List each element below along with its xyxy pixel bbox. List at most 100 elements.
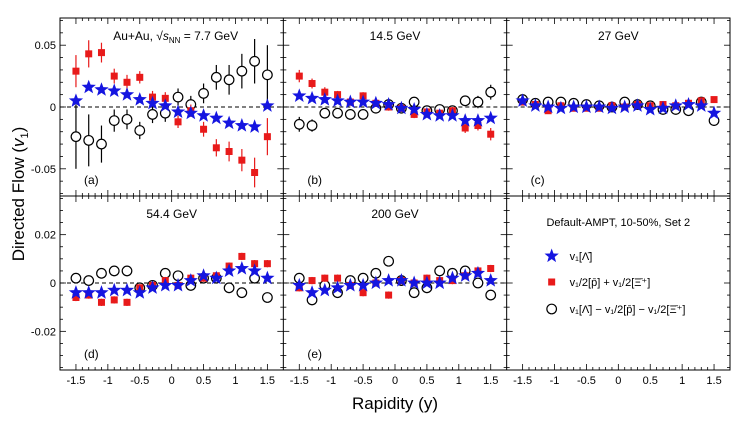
y-tick-label: -0.02 — [31, 326, 56, 338]
difference-point — [70, 272, 82, 284]
p_xi_sum-point — [334, 274, 342, 282]
difference-point — [306, 120, 318, 131]
lambda_bar-point — [183, 273, 198, 287]
lambda_bar-point — [528, 98, 543, 112]
lambda_bar-point — [234, 118, 249, 132]
lambda_bar-point — [445, 108, 460, 122]
lambda_bar-point — [617, 99, 632, 114]
lambda_bar-point — [483, 273, 498, 287]
difference-point — [121, 113, 133, 125]
lambda_bar-point — [470, 265, 486, 280]
lambda_bar-point — [368, 95, 383, 110]
y-axis-title-sub: 1 — [19, 132, 31, 138]
lambda_bar-point — [247, 119, 262, 133]
difference-point — [383, 255, 395, 267]
lambda_bar-point — [432, 108, 447, 122]
difference-point — [344, 109, 356, 120]
legend: Default-AMPT, 10-50%, Set 2 v₁[Λ̄] v₁/2[p̄… — [544, 217, 690, 316]
legend-header: Default-AMPT, 10-50%, Set 2 — [546, 217, 690, 229]
p_xi_sum-point — [200, 125, 208, 133]
lambda_bar-point — [107, 282, 122, 297]
lambda_bar-point — [260, 98, 275, 112]
x-tick-label: 1 — [232, 375, 238, 387]
x-tick-label: -1 — [326, 375, 336, 387]
panel-a: Au+Au, √sNN = 7.7 GeV (a) — [60, 29, 284, 188]
difference-point — [108, 115, 120, 126]
y-tick-label: 0 — [50, 102, 56, 114]
difference-point — [434, 265, 446, 277]
lambda_bar-point — [330, 93, 345, 107]
difference-point — [459, 95, 471, 107]
lambda_bar-point — [655, 100, 671, 115]
difference-point — [236, 65, 248, 77]
lambda_bar-point — [81, 79, 96, 94]
difference-point — [357, 109, 369, 120]
difference-point — [198, 88, 209, 99]
p_xi_sum-point — [110, 296, 118, 304]
legend-entry-difference: v₁[Λ̄] − v₁/2[p̄] − v₁/2[Ξ̄⁺] — [570, 304, 686, 316]
lambda_bar-point — [221, 115, 237, 130]
lambda_bar-point — [419, 275, 435, 290]
x-tick-label: 0 — [615, 375, 621, 387]
lambda_bar-point — [579, 99, 594, 114]
y-tick-label: 0.05 — [35, 40, 56, 52]
p_xi_sum-point — [72, 67, 80, 75]
x-tick-label: 0.5 — [196, 375, 211, 387]
x-tick-label: -0.5 — [130, 375, 149, 387]
p_xi_sum-point — [97, 49, 105, 57]
x-tick-label: 0.5 — [419, 375, 434, 387]
lambda_bar-point — [643, 101, 658, 116]
p_xi_sum-point — [263, 260, 271, 268]
lambda_bar-point — [260, 270, 275, 285]
lambda_bar-point — [292, 277, 307, 292]
p_xi_sum-point — [251, 169, 259, 177]
p_xi_sum-point — [238, 156, 246, 164]
p_xi_sum-point — [85, 50, 93, 58]
difference-point — [83, 134, 95, 146]
lambda_bar-point — [541, 99, 556, 114]
difference-point — [408, 287, 420, 299]
lambda_bar-point — [209, 270, 224, 285]
lambda_bar-point — [592, 99, 607, 114]
x-tick-label: -1.5 — [66, 375, 85, 387]
difference-point — [96, 267, 107, 279]
difference-point — [485, 86, 497, 98]
panel-title: 14.5 GeV — [370, 29, 421, 43]
lambda_bar-point — [68, 93, 84, 107]
y-tick-label: 0 — [50, 278, 56, 290]
lambda_bar-point — [394, 273, 409, 287]
p_xi_sum-point — [487, 130, 495, 138]
difference-point — [83, 275, 95, 286]
difference-point — [96, 138, 107, 150]
difference-point — [293, 118, 305, 130]
lambda_bar-point — [304, 90, 320, 105]
y-tick-label: -0.05 — [31, 164, 56, 176]
difference-point — [147, 109, 158, 120]
y-tick-label: 0.02 — [35, 230, 56, 242]
x-tick-label: 0 — [392, 375, 398, 387]
lambda_bar-point — [221, 263, 237, 277]
panel-title-sqrt: √s — [156, 29, 169, 43]
panel-e: 200 GeV (e) — [283, 207, 507, 361]
lambda_bar-point — [247, 263, 262, 277]
p_xi_sum-point — [295, 72, 303, 80]
lambda_bar-point — [407, 275, 422, 290]
y-axis-title-suffix: ) — [9, 127, 28, 133]
lambda_bar-point — [94, 285, 109, 299]
lambda_bar-point — [343, 94, 358, 109]
lambda_bar-point — [170, 104, 186, 119]
p_xi_sum-point — [110, 72, 118, 80]
difference-point — [108, 265, 120, 277]
lambda_bar-point — [107, 83, 122, 97]
x-tick-label: -1 — [550, 375, 560, 387]
difference-point — [485, 289, 497, 301]
p_xi_sum-point — [212, 144, 220, 152]
legend-star-marker — [544, 248, 559, 263]
p_xi_sum-point — [410, 110, 418, 118]
lambda_bar-point — [119, 282, 135, 297]
lambda_bar-point — [196, 268, 211, 282]
lambda_bar-point — [183, 105, 198, 120]
p_xi_sum-point — [72, 294, 80, 301]
difference-point — [223, 282, 235, 294]
x-tick-label: -1 — [103, 375, 113, 387]
